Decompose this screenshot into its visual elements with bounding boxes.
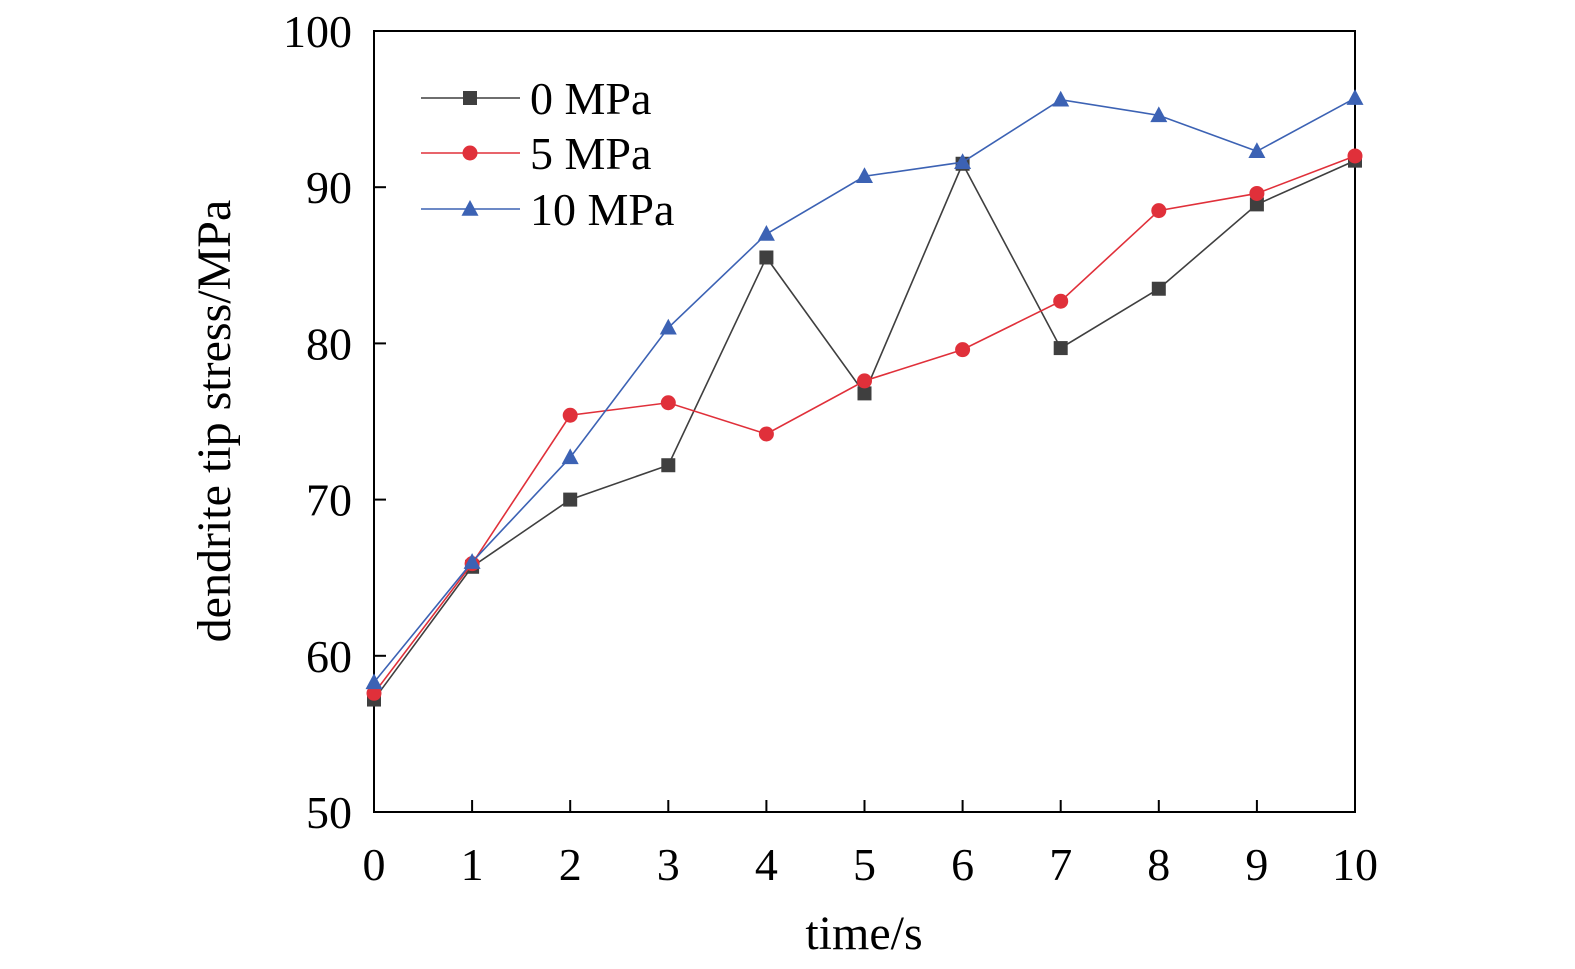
- series-line: [373, 155, 1356, 694]
- data-point: [365, 673, 383, 690]
- data-point: [1151, 203, 1167, 219]
- legend-label: 0 MPa: [530, 73, 651, 124]
- data-point: [1052, 90, 1070, 107]
- x-tick-label: 9: [1245, 839, 1268, 890]
- y-tick-label: 100: [283, 6, 352, 57]
- data-point: [759, 250, 774, 265]
- data-point: [561, 448, 579, 465]
- data-point: [954, 153, 972, 169]
- data-point: [1150, 106, 1168, 123]
- legend-label: 10 MPa: [530, 184, 674, 235]
- y-tick-label: 70: [306, 475, 352, 526]
- data-point: [366, 685, 382, 701]
- y-tick-label: 60: [306, 631, 352, 682]
- data-point: [856, 167, 873, 184]
- data-point: [1249, 185, 1265, 201]
- x-axis-label: time/s: [805, 907, 922, 960]
- x-tick-label: 10: [1332, 839, 1378, 890]
- legend-item: 10 MPa: [421, 184, 674, 235]
- series-layer: [365, 89, 1364, 707]
- data-point: [758, 426, 774, 442]
- legend-item: 0 MPa: [421, 73, 651, 124]
- x-tick-label: 7: [1049, 839, 1072, 890]
- data-point: [857, 386, 872, 401]
- y-tick-label: 80: [306, 318, 352, 369]
- data-point: [661, 458, 676, 473]
- data-point: [1248, 142, 1266, 159]
- legend-marker: [462, 145, 478, 161]
- plot-area-frame: [373, 30, 1356, 813]
- x-tick-label: 4: [755, 839, 778, 890]
- series-0: [367, 153, 1362, 707]
- x-axis: 0 1 2 3 4 5 6 7 8 9 10: [363, 800, 1378, 890]
- data-point: [955, 342, 971, 358]
- x-tick-label: 0: [363, 839, 386, 890]
- x-tick-label: 5: [853, 839, 876, 890]
- data-point: [857, 373, 872, 389]
- data-point: [757, 225, 775, 241]
- y-tick-label: 50: [306, 787, 352, 838]
- x-tick-label: 1: [461, 839, 484, 890]
- data-point: [463, 553, 481, 569]
- y-axis-label: dendrite tip stress/MPa: [188, 200, 241, 643]
- legend-marker: [461, 200, 479, 216]
- data-point: [1151, 281, 1166, 296]
- data-point: [562, 407, 578, 423]
- data-point: [1249, 197, 1264, 212]
- x-tick-label: 2: [559, 839, 582, 890]
- data-point: [1347, 148, 1363, 164]
- data-point: [1346, 89, 1364, 105]
- y-tick-label: 90: [306, 162, 352, 213]
- series-line: [373, 159, 1356, 701]
- data-point: [563, 492, 578, 507]
- data-point: [659, 318, 677, 335]
- legend-marker: [463, 91, 477, 105]
- y-axis: 50 60 70 80 90 100: [283, 6, 386, 838]
- data-point: [1053, 341, 1068, 356]
- x-tick-label: 6: [951, 839, 974, 890]
- series-1: [366, 148, 1363, 701]
- x-tick-label: 8: [1147, 839, 1170, 890]
- series-2: [365, 89, 1364, 690]
- legend-label: 5 MPa: [530, 128, 651, 179]
- data-point: [660, 395, 676, 411]
- legend-item: 5 MPa: [421, 128, 651, 179]
- x-tick-label: 3: [657, 839, 680, 890]
- data-point: [1053, 293, 1069, 309]
